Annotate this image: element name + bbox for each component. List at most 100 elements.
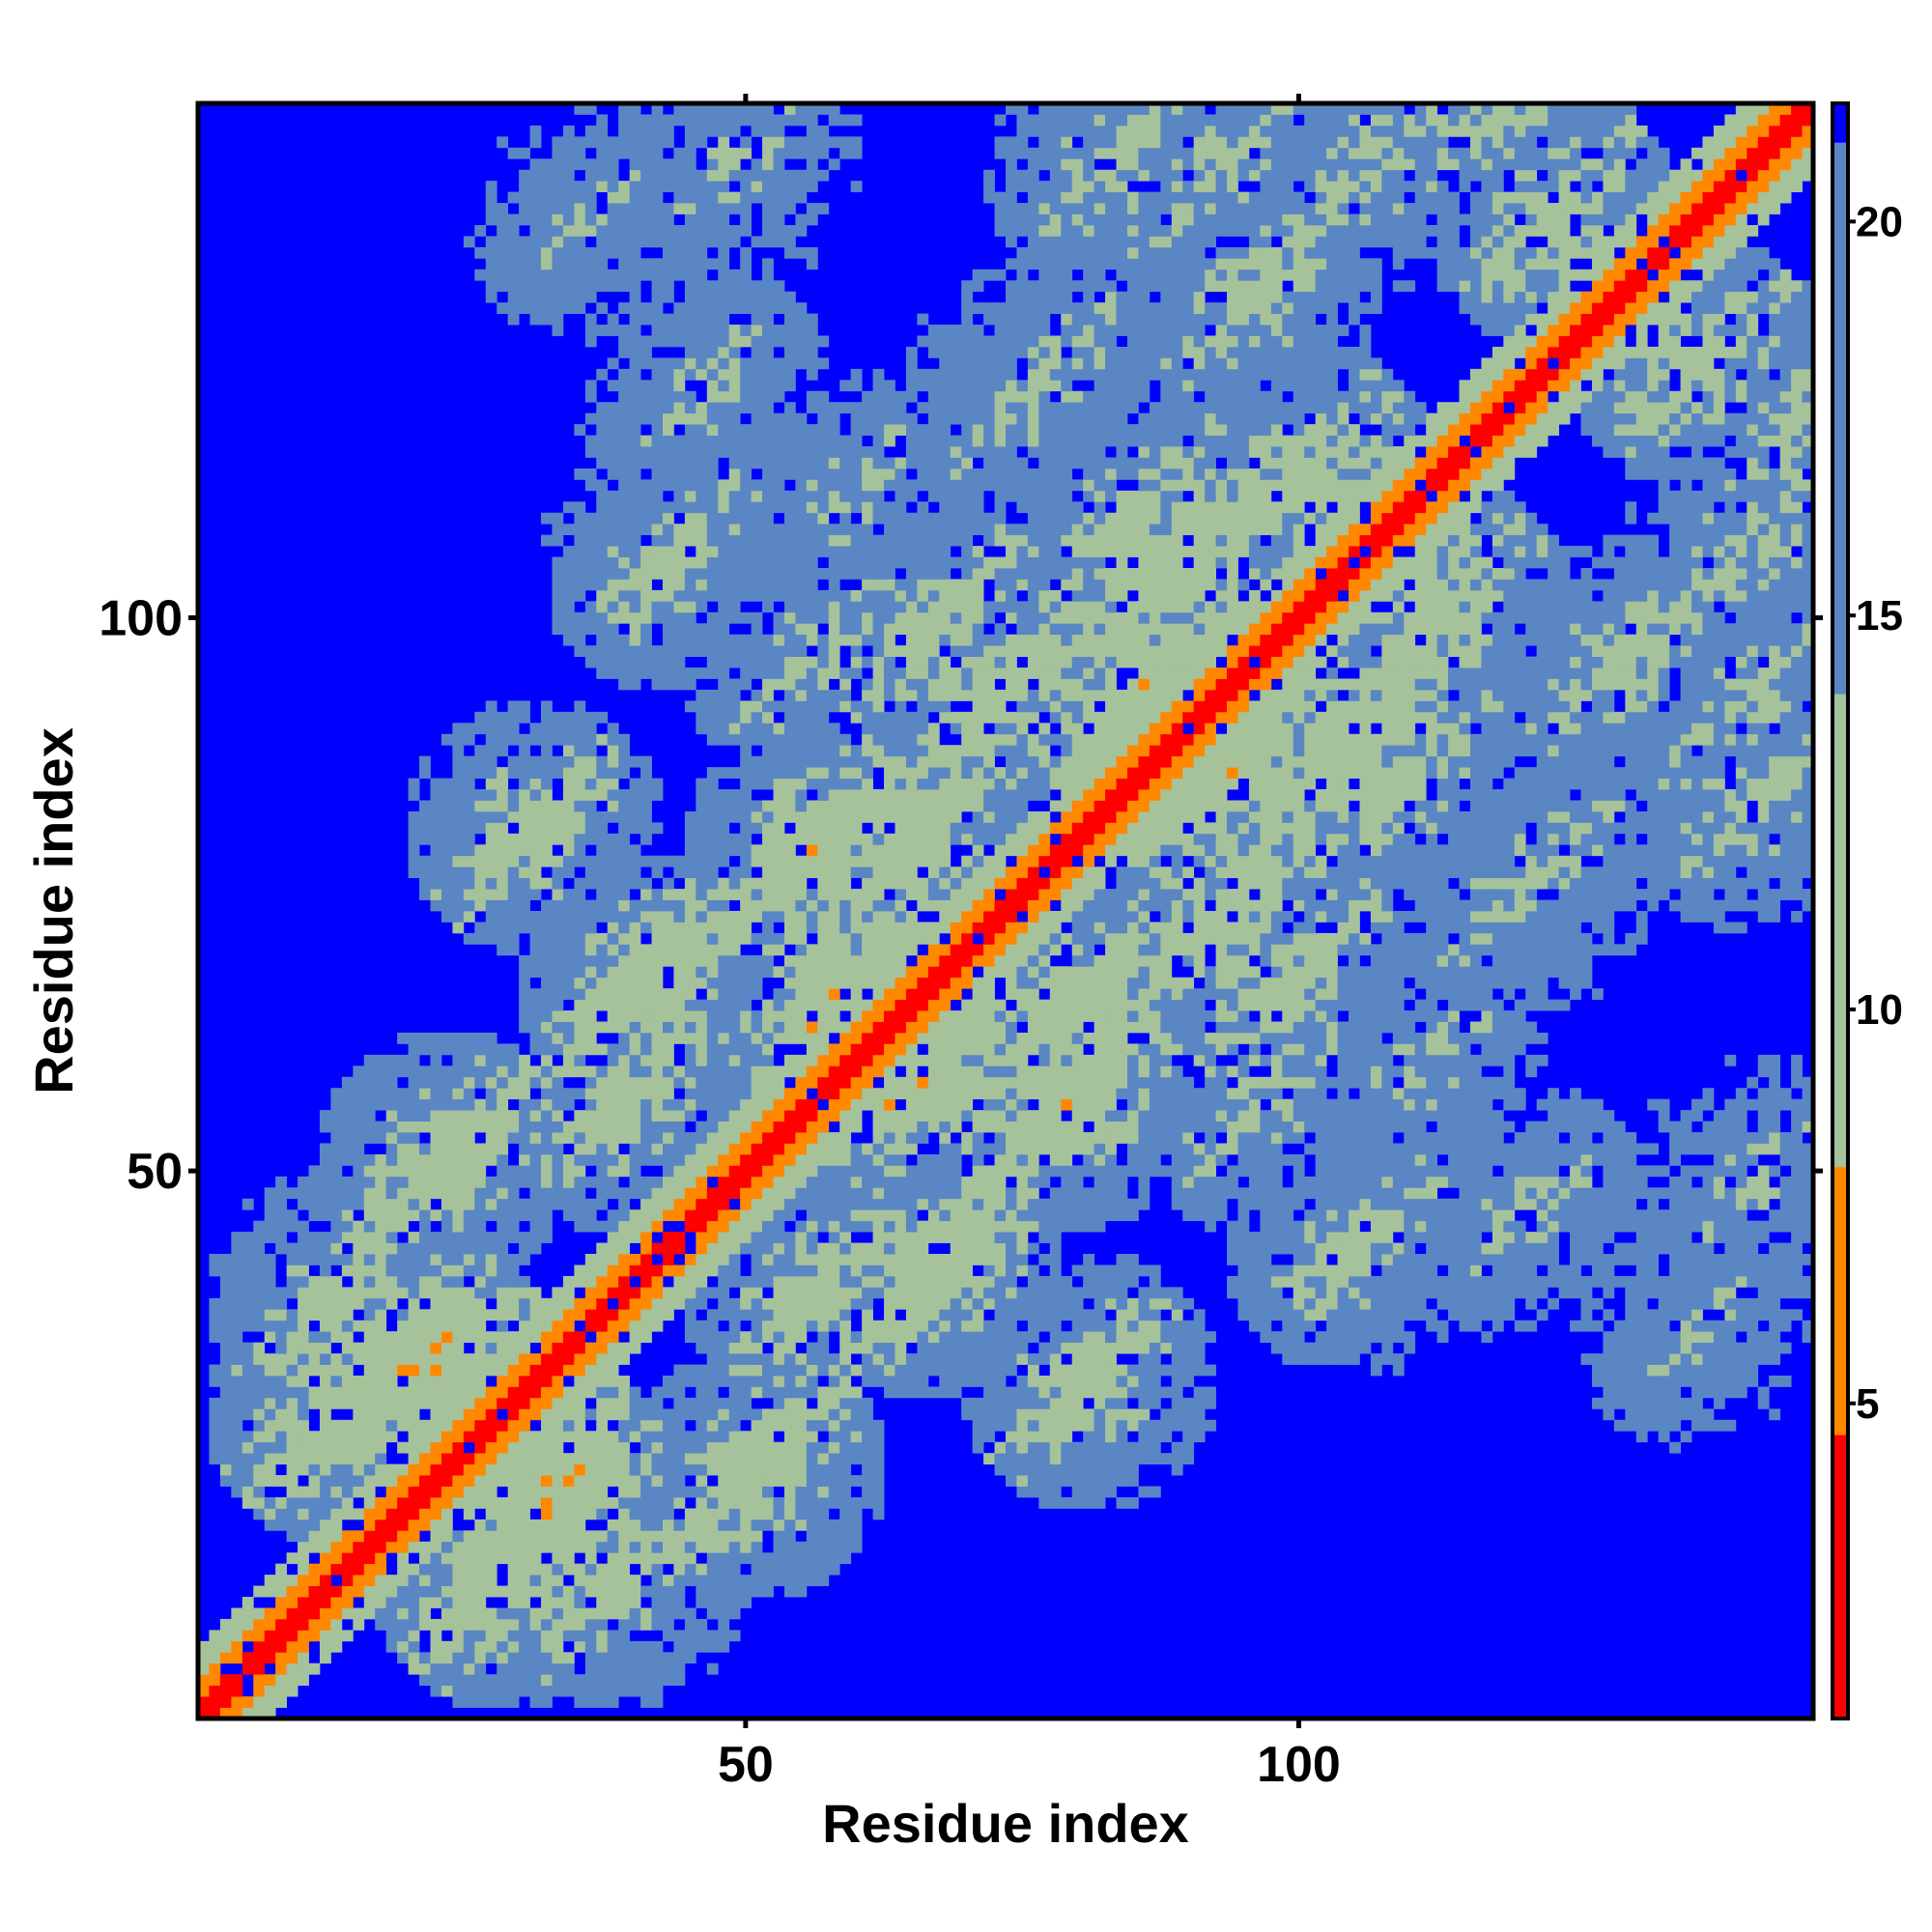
heatmap-cell [330, 1088, 343, 1100]
heatmap-cell [706, 889, 719, 900]
heatmap-cell [706, 1353, 719, 1365]
heatmap-cell [596, 1397, 609, 1409]
heatmap-cell [706, 1232, 719, 1243]
heatmap-cell [375, 1098, 387, 1111]
heatmap-cell [640, 1408, 652, 1421]
heatmap-cell [640, 1607, 652, 1620]
heatmap-cell [562, 1674, 575, 1687]
heatmap-cell [740, 1309, 752, 1321]
heatmap-cell [341, 1187, 354, 1200]
heatmap-cell [806, 1496, 818, 1509]
heatmap-cell [806, 689, 818, 701]
heatmap-cell [773, 911, 785, 923]
heatmap-cell [584, 977, 597, 989]
heatmap-cell [795, 1165, 808, 1178]
heatmap-cell [629, 1585, 641, 1598]
heatmap-cell [706, 412, 719, 425]
heatmap-cell [440, 1552, 453, 1565]
heatmap-cell [773, 1275, 785, 1288]
heatmap-cell [640, 1640, 652, 1653]
heatmap-cell [783, 546, 796, 557]
heatmap-cell [795, 1320, 808, 1332]
heatmap-cell [596, 1165, 609, 1178]
heatmap-cell [419, 1496, 431, 1509]
heatmap-cell [584, 534, 597, 547]
heatmap-cell [795, 723, 808, 735]
heatmap-cell [341, 1254, 354, 1265]
heatmap-cell [696, 1187, 708, 1200]
heatmap-cell [850, 944, 863, 956]
heatmap-cell [286, 1463, 298, 1476]
heatmap-cell [596, 867, 609, 879]
heatmap-cell [640, 435, 652, 447]
heatmap-cell [497, 1121, 509, 1133]
heatmap-cell [341, 1386, 354, 1399]
heatmap-cell [618, 1076, 631, 1089]
heatmap-cell [783, 844, 796, 857]
heatmap-cell [740, 1375, 752, 1387]
heatmap-cell [773, 1575, 785, 1586]
heatmap-cell [541, 723, 553, 735]
heatmap-cell [242, 1397, 254, 1409]
heatmap-cell [773, 181, 785, 193]
heatmap-cell [740, 1232, 752, 1243]
heatmap-cell [519, 899, 530, 912]
heatmap-cell [828, 778, 840, 790]
heatmap-cell [574, 623, 586, 636]
heatmap-cell [718, 1242, 730, 1255]
heatmap-cell [507, 1563, 520, 1576]
heatmap-cell [397, 1563, 409, 1576]
heatmap-cell [640, 800, 652, 812]
heatmap-cell [828, 1519, 840, 1531]
heatmap-cell [375, 1254, 387, 1265]
heatmap-cell [231, 1408, 243, 1421]
heatmap-cell [806, 1065, 818, 1078]
heatmap-cell [507, 944, 520, 956]
heatmap-cell [452, 1043, 465, 1056]
heatmap-cell [839, 114, 852, 127]
heatmap-cell [353, 1297, 365, 1310]
heatmap-cell [596, 446, 609, 458]
heatmap-cell [640, 158, 652, 171]
heatmap-cell [497, 867, 509, 879]
heatmap-cell [463, 1098, 475, 1111]
heatmap-cell [519, 1364, 530, 1377]
heatmap-cell [253, 1585, 266, 1598]
heatmap-cell [541, 1198, 553, 1210]
heatmap-cell [574, 1220, 586, 1233]
heatmap-cell [584, 567, 597, 580]
heatmap-cell [596, 1264, 609, 1277]
heatmap-cell [363, 1209, 376, 1222]
heatmap-cell [275, 1575, 288, 1586]
heatmap-cell [308, 1618, 321, 1631]
heatmap-cell [783, 103, 796, 115]
heatmap-cell [562, 1088, 575, 1100]
heatmap-cell [629, 1463, 641, 1476]
heatmap-cell [341, 1121, 354, 1133]
heatmap-cell [419, 1397, 431, 1409]
heatmap-cell [430, 1032, 442, 1044]
heatmap-cell [795, 1431, 808, 1443]
heatmap-cell [485, 213, 497, 226]
heatmap-cell [795, 1486, 808, 1498]
heatmap-cell [440, 1397, 453, 1409]
heatmap-cell [584, 1696, 597, 1708]
heatmap-cell [497, 1674, 509, 1687]
heatmap-cell [828, 922, 840, 934]
heatmap-cell [706, 224, 719, 237]
heatmap-cell [552, 1297, 564, 1310]
heatmap-cell [618, 1585, 631, 1598]
heatmap-cell [596, 889, 609, 900]
heatmap-cell [430, 1088, 442, 1100]
heatmap-cell [718, 1220, 730, 1233]
heatmap-cell [696, 1264, 708, 1277]
heatmap-cell [408, 1187, 420, 1200]
heatmap-cell [629, 867, 641, 879]
heatmap-cell [783, 556, 796, 569]
heatmap-cell [783, 468, 796, 480]
heatmap-cell [440, 1441, 453, 1454]
heatmap-cell [817, 966, 830, 979]
heatmap-cell [242, 1232, 254, 1243]
heatmap-cell [618, 1419, 631, 1432]
heatmap-cell [740, 1132, 752, 1144]
